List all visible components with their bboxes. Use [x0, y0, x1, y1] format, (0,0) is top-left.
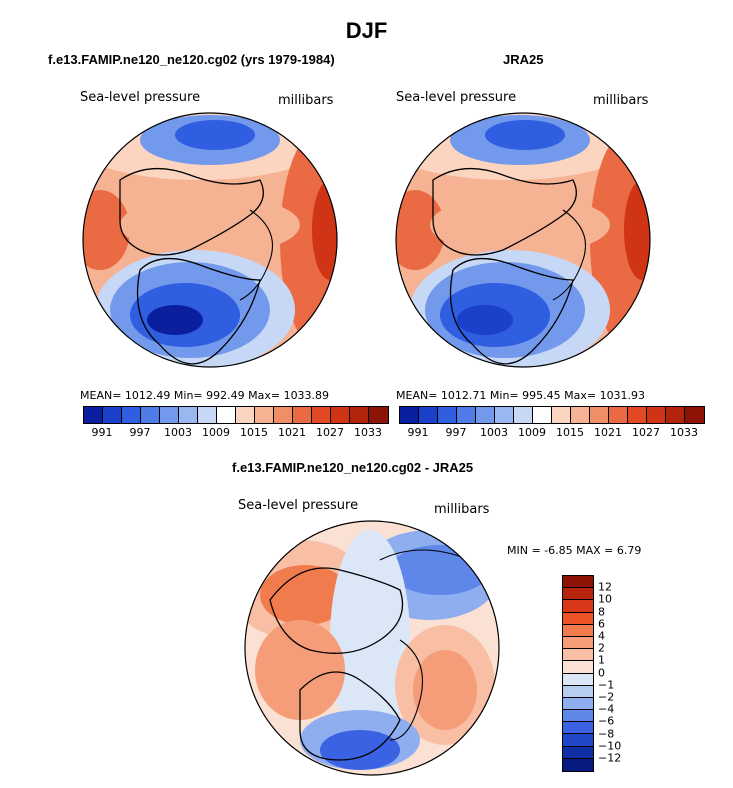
colorbar-model-swatch — [331, 407, 350, 423]
colorbar-difference-tick-label: 0 — [598, 666, 605, 680]
colorbar-difference-swatch — [563, 661, 593, 674]
colorbar-model-swatch — [179, 407, 198, 423]
colorbar-difference-tick-label: 8 — [598, 605, 605, 619]
colorbar-reanalysis-swatch — [495, 407, 514, 423]
colorbar-difference-swatch — [563, 673, 593, 686]
colorbar-model-tick-label: 997 — [129, 426, 151, 439]
colorbar-reanalysis-swatch — [400, 407, 419, 423]
colorbar-model — [83, 406, 389, 424]
colorbar-difference-tick-label: −10 — [598, 739, 622, 753]
colorbar-difference-swatch — [563, 624, 593, 637]
colorbar-difference-tick-label: 12 — [598, 580, 612, 594]
colorbar-model-swatch — [293, 407, 312, 423]
colorbar-model-tick-label: 1003 — [164, 426, 192, 439]
colorbar-reanalysis-swatch — [571, 407, 590, 423]
panel-3-heading: f.e13.FAMIP.ne120_ne120.cg02 - JRA25 — [232, 460, 474, 475]
colorbar-difference-tick-label: −6 — [598, 714, 615, 728]
colorbar-model-swatch — [103, 407, 122, 423]
colorbar-reanalysis-swatch — [476, 407, 495, 423]
colorbar-reanalysis-swatch — [685, 407, 704, 423]
colorbar-reanalysis-swatch — [438, 407, 457, 423]
colorbar-model-swatch — [217, 407, 236, 423]
colorbar-reanalysis-swatch — [628, 407, 647, 423]
colorbar-reanalysis-tick-label: 1027 — [632, 426, 660, 439]
colorbar-difference-swatch — [563, 612, 593, 625]
colorbar-difference — [562, 575, 594, 772]
colorbar-model-swatch — [350, 407, 369, 423]
colorbar-difference-swatch — [563, 576, 593, 589]
panel-2-variable: Sea-level pressure — [396, 90, 517, 105]
colorbar-model-swatch — [122, 407, 141, 423]
colorbar-difference-swatch — [563, 600, 593, 613]
panel-2-heading: JRA25 — [503, 52, 544, 67]
colorbar-reanalysis-tick-label: 1015 — [556, 426, 584, 439]
panel-1-heading: f.e13.FAMIP.ne120_ne120.cg02 (yrs 1979-1… — [48, 52, 335, 67]
colorbar-model-swatch — [84, 407, 103, 423]
panel-3-variable: Sea-level pressure — [238, 498, 359, 513]
colorbar-difference-tick-label: 2 — [598, 641, 605, 655]
colorbar-model-tick-label: 1027 — [316, 426, 344, 439]
colorbar-model-swatch — [255, 407, 274, 423]
colorbar-difference-tick-label: −12 — [598, 751, 622, 765]
colorbar-model-swatch — [312, 407, 331, 423]
colorbar-model-tick-label: 1021 — [278, 426, 306, 439]
colorbar-difference-tick-label: −1 — [598, 678, 615, 692]
colorbar-difference-swatch — [563, 746, 593, 759]
colorbar-difference-tick-label: −2 — [598, 690, 615, 704]
panel-1-units: millibars — [278, 93, 334, 108]
colorbar-reanalysis-swatch — [533, 407, 552, 423]
colorbar-model-tick-label: 1009 — [202, 426, 230, 439]
colorbar-model-tick-label: 1033 — [354, 426, 382, 439]
panel-3-units: millibars — [434, 502, 490, 517]
colorbar-model-tick-label: 991 — [91, 426, 113, 439]
colorbar-reanalysis-tick-label: 1033 — [670, 426, 698, 439]
colorbar-reanalysis-swatch — [457, 407, 476, 423]
colorbar-reanalysis — [399, 406, 705, 424]
colorbar-model-tick-label: 1015 — [240, 426, 268, 439]
colorbar-model-swatch — [141, 407, 160, 423]
colorbar-difference-swatch — [563, 758, 593, 771]
colorbar-reanalysis-swatch — [609, 407, 628, 423]
colorbar-difference-swatch — [563, 636, 593, 650]
colorbar-difference-swatch — [563, 697, 593, 711]
colorbar-difference-swatch — [563, 685, 593, 698]
colorbar-difference-swatch — [563, 649, 593, 662]
colorbar-reanalysis-tick-label: 991 — [407, 426, 429, 439]
colorbar-model-swatch — [160, 407, 179, 423]
colorbar-model-swatch — [198, 407, 217, 423]
colorbar-difference-swatch — [563, 710, 593, 723]
colorbar-model-swatch — [369, 407, 388, 423]
colorbar-difference-tick-label: −8 — [598, 727, 615, 741]
colorbar-reanalysis-swatch — [590, 407, 609, 423]
colorbar-reanalysis-swatch — [419, 407, 438, 423]
colorbar-reanalysis-swatch — [514, 407, 533, 423]
colorbar-difference-tick-label: 6 — [598, 617, 605, 631]
colorbar-reanalysis-tick-label: 1021 — [594, 426, 622, 439]
panel-3-stats: MIN = -6.85 MAX = 6.79 — [507, 544, 642, 557]
figure-title: DJF — [345, 18, 388, 43]
panel-1-stats: MEAN= 1012.49 Min= 992.49 Max= 1033.89 — [80, 389, 330, 402]
colorbar-difference-tick-label: 10 — [598, 592, 612, 606]
colorbar-model-swatch — [236, 407, 255, 423]
colorbar-reanalysis-tick-label: 997 — [445, 426, 467, 439]
colorbar-reanalysis-tick-label: 1009 — [518, 426, 546, 439]
colorbar-reanalysis-tick-label: 1003 — [480, 426, 508, 439]
colorbar-difference-swatch — [563, 722, 593, 735]
colorbar-difference-tick-label: 1 — [598, 653, 605, 667]
colorbar-difference-tick-label: −4 — [598, 702, 615, 716]
colorbar-difference-tick-label: 4 — [598, 629, 605, 643]
panel-2-stats: MEAN= 1012.71 Min= 995.45 Max= 1031.93 — [396, 389, 646, 402]
colorbar-reanalysis-swatch — [647, 407, 666, 423]
colorbar-difference-swatch — [563, 734, 593, 747]
panel-1-variable: Sea-level pressure — [80, 90, 201, 105]
colorbar-reanalysis-swatch — [666, 407, 685, 423]
colorbar-difference-swatch — [563, 588, 593, 601]
colorbar-reanalysis-swatch — [552, 407, 571, 423]
colorbar-model-swatch — [274, 407, 293, 423]
panel-2-units: millibars — [593, 93, 649, 108]
